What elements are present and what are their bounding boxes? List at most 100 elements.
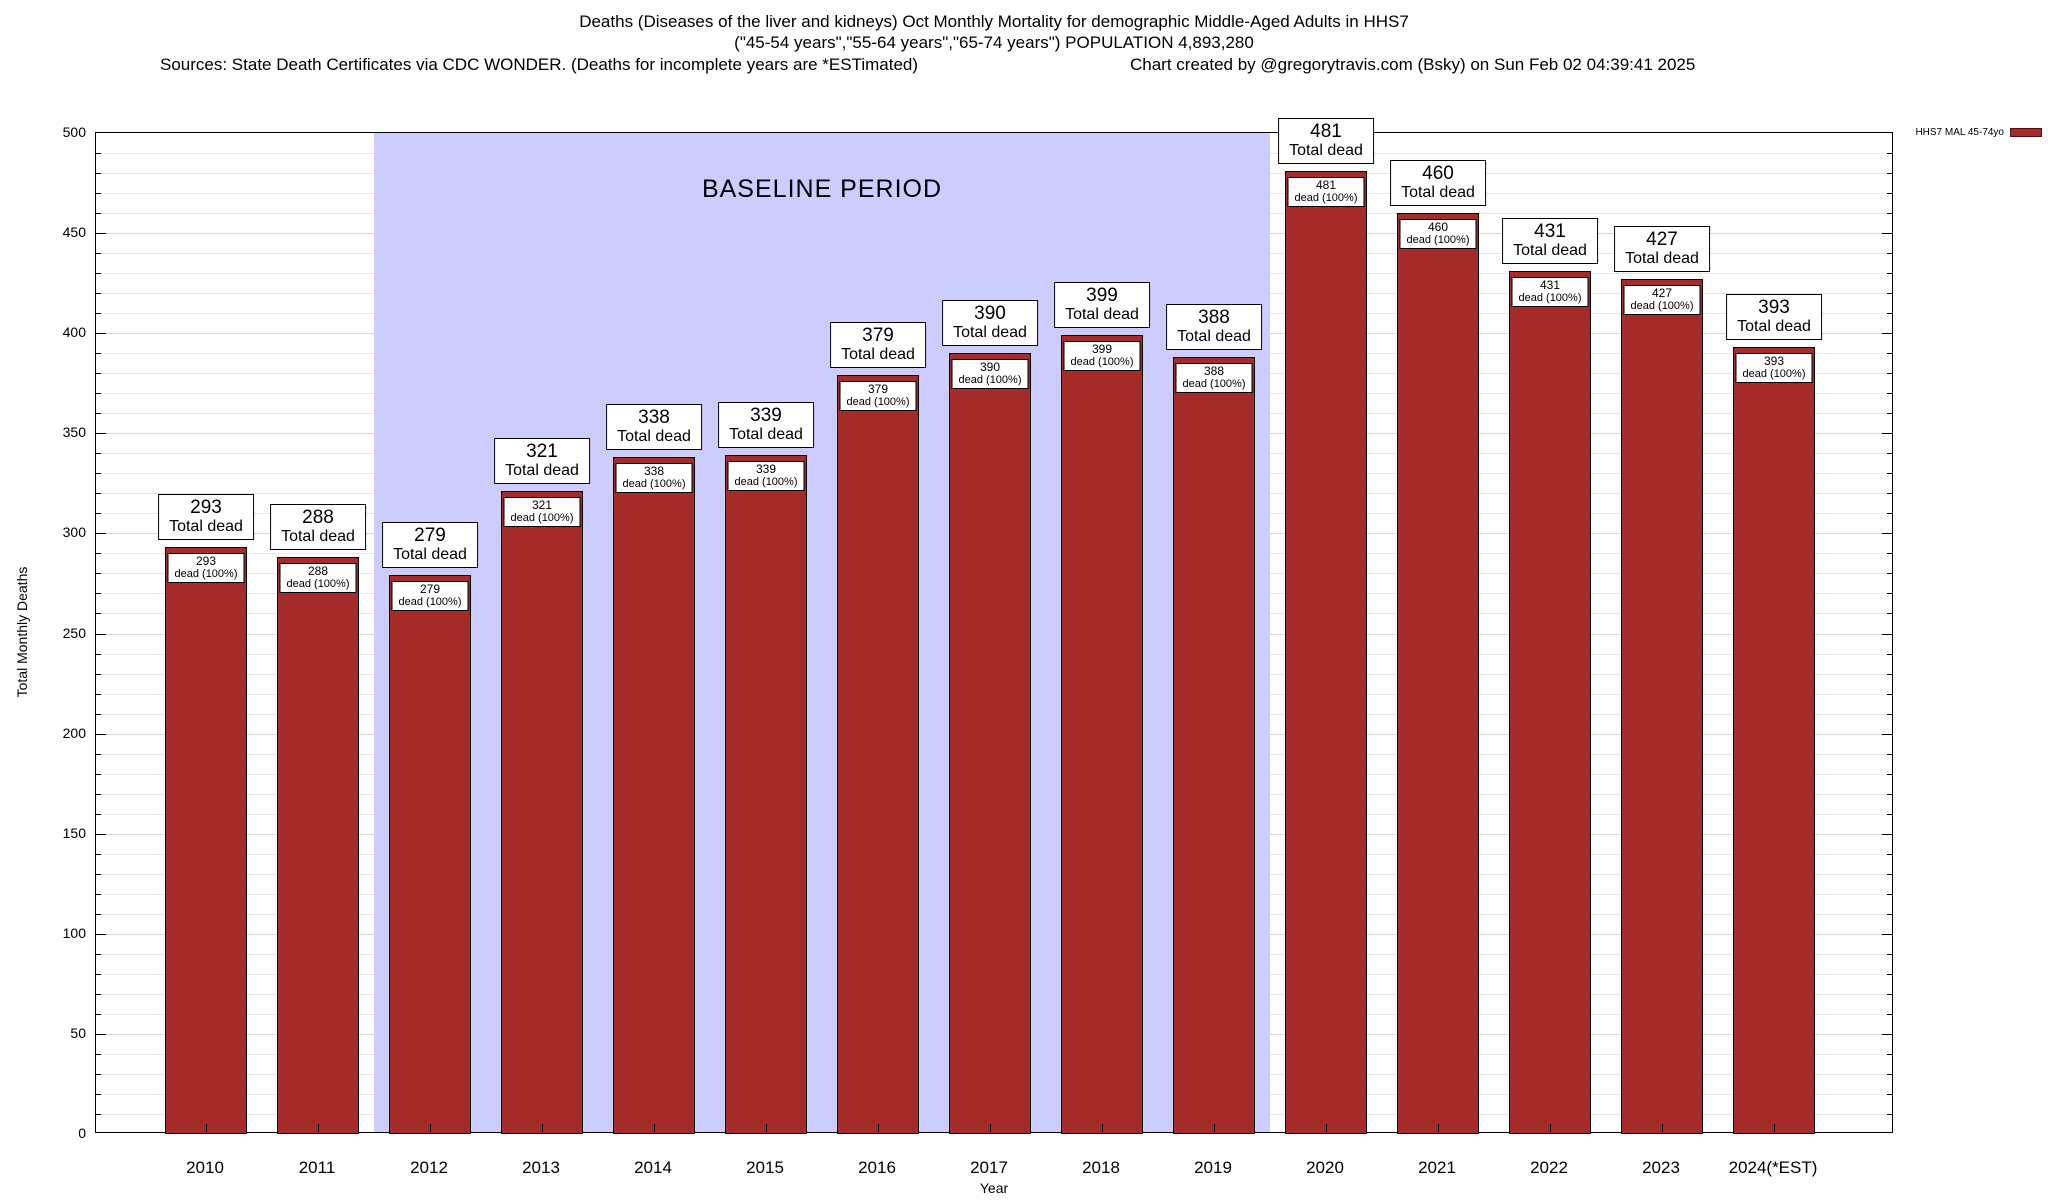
- y-tick-mark: [96, 273, 101, 275]
- bar: [1285, 171, 1367, 1134]
- bar: [1061, 335, 1143, 1134]
- y-tick-mark: [1887, 273, 1892, 275]
- bar-total-value: 388: [1198, 307, 1230, 329]
- x-tick-label: 2020: [1306, 1158, 1344, 1177]
- bar-inner-label: 388 dead (100%): [1175, 363, 1253, 394]
- y-tick-mark: [96, 173, 101, 175]
- bar-total-text: Total dead: [281, 528, 355, 546]
- y-tick-label: 150: [62, 824, 86, 841]
- x-tick-mark: [878, 1124, 879, 1132]
- bar-total-text: Total dead: [1065, 306, 1139, 324]
- y-tick-mark: [1887, 373, 1892, 375]
- bar-total-text: Total dead: [505, 462, 579, 480]
- y-tick-mark: [96, 1053, 101, 1055]
- y-tick-mark: [1887, 313, 1892, 315]
- y-tick-mark: [96, 493, 101, 495]
- y-tick-mark: [96, 353, 101, 355]
- y-tick-mark: [1887, 1113, 1892, 1115]
- bar-total-text: Total dead: [841, 346, 915, 364]
- bar-inner-text: dead (100%): [510, 512, 574, 525]
- bar-total-label: 393 Total dead: [1726, 294, 1822, 341]
- y-tick-mark: [96, 573, 101, 575]
- y-tick-mark: [96, 413, 101, 415]
- bar-total-label: 481 Total dead: [1278, 118, 1374, 165]
- bar-inner-text: dead (100%): [958, 374, 1022, 387]
- y-tick-label: 350: [62, 424, 86, 441]
- x-tick-mark: [1550, 1124, 1551, 1132]
- x-tick-label: 2019: [1194, 1158, 1232, 1177]
- x-tick-mark: [1662, 1124, 1663, 1132]
- y-tick-label: 400: [62, 324, 86, 341]
- y-tick-mark: [96, 593, 101, 595]
- y-tick-mark: [1887, 353, 1892, 355]
- bar-total-text: Total dead: [169, 518, 243, 536]
- bar-total-label: 339 Total dead: [718, 402, 814, 449]
- y-tick-mark: [1887, 613, 1892, 615]
- y-tick-mark: [96, 393, 101, 395]
- y-tick-mark: [1887, 973, 1892, 975]
- bar-total-value: 321: [526, 441, 558, 463]
- y-tick-mark: [96, 613, 101, 615]
- baseline-period-label: BASELINE PERIOD: [701, 175, 943, 203]
- y-tick-mark: [96, 913, 101, 915]
- x-tick-label: 2024(*EST): [1728, 1158, 1818, 1177]
- y-tick-label: 50: [70, 1024, 86, 1041]
- y-tick-mark: [96, 333, 106, 335]
- y-tick-mark: [96, 373, 101, 375]
- y-tick-mark: [96, 473, 101, 475]
- bar-inner-label: 481 dead (100%): [1287, 177, 1365, 208]
- bar-inner-text: dead (100%): [1742, 368, 1806, 381]
- y-tick-mark: [1887, 953, 1892, 955]
- y-tick-mark: [96, 213, 101, 215]
- bar-total-value: 288: [302, 507, 334, 529]
- bar: [837, 375, 919, 1134]
- y-tick-mark: [96, 533, 106, 535]
- y-tick-mark: [1882, 433, 1892, 435]
- plot-area: BASELINE PERIOD 293 Total dead 293 dead (10…: [95, 118, 1893, 1134]
- y-tick-mark: [1887, 853, 1892, 855]
- bar: [1621, 279, 1703, 1134]
- bar-total-value: 431: [1534, 221, 1566, 243]
- y-tick-mark: [96, 553, 101, 555]
- y-tick-mark: [1887, 1093, 1892, 1095]
- y-tick-mark: [96, 633, 106, 635]
- bar-total-label: 338 Total dead: [606, 404, 702, 451]
- bar-total-value: 427: [1646, 229, 1678, 251]
- bar-inner-label: 399 dead (100%): [1063, 341, 1141, 372]
- bar-total-text: Total dead: [1177, 328, 1251, 346]
- y-tick-mark: [1887, 893, 1892, 895]
- y-tick-mark: [96, 813, 101, 815]
- bar-inner-text: dead (100%): [846, 396, 910, 409]
- y-tick-label: 500: [62, 124, 86, 140]
- y-tick-mark: [1887, 593, 1892, 595]
- bar-total-label: 279 Total dead: [382, 522, 478, 569]
- y-tick-mark: [96, 1013, 101, 1015]
- bar-inner-value: 338: [643, 464, 665, 479]
- x-tick-label: 2012: [410, 1158, 448, 1177]
- bar: [1173, 357, 1255, 1134]
- bar-total-text: Total dead: [1513, 242, 1587, 260]
- y-tick-mark: [1887, 413, 1892, 415]
- bar-total-label: 293 Total dead: [158, 494, 254, 541]
- bar-inner-label: 460 dead (100%): [1399, 219, 1477, 250]
- x-tick-label: 2023: [1642, 1158, 1680, 1177]
- bar-total-value: 481: [1310, 121, 1342, 143]
- bar-inner-label: 427 dead (100%): [1623, 285, 1701, 316]
- y-tick-label: 250: [62, 624, 86, 641]
- y-tick-mark: [1887, 473, 1892, 475]
- bar-total-value: 390: [974, 303, 1006, 325]
- bar-total-text: Total dead: [617, 428, 691, 446]
- x-tick-label: 2018: [1082, 1158, 1120, 1177]
- y-tick-mark: [1887, 553, 1892, 555]
- bar-total-value: 379: [862, 325, 894, 347]
- bar: [1397, 213, 1479, 1134]
- x-tick-mark: [1774, 1124, 1775, 1132]
- y-tick-mark: [96, 793, 101, 795]
- bar-total-label: 379 Total dead: [830, 322, 926, 369]
- y-tick-mark: [1887, 773, 1892, 775]
- y-tick-mark: [1887, 493, 1892, 495]
- bar-total-label: 399 Total dead: [1054, 282, 1150, 329]
- chart-subtitle: ("45-54 years","55-64 years","65-74 year…: [734, 33, 1254, 52]
- x-tick-label: 2017: [970, 1158, 1008, 1177]
